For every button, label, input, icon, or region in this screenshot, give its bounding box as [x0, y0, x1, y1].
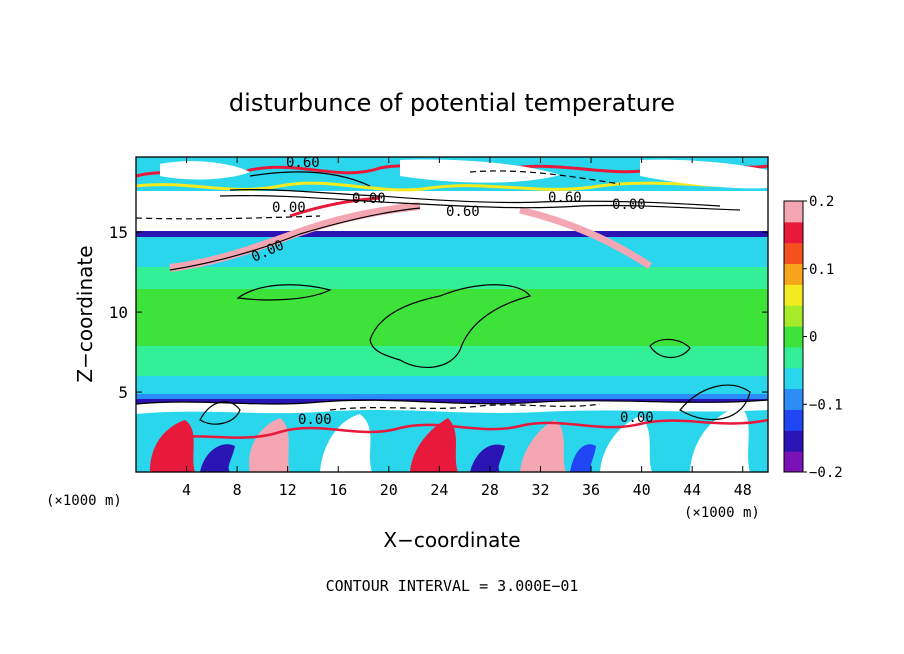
dark-blue-swirl-3	[570, 444, 596, 472]
contour-top-3	[249, 171, 371, 187]
x-tick-label: 4	[182, 481, 191, 499]
upper-white-blob-1	[160, 161, 250, 180]
lower-white-top-strip	[136, 400, 768, 414]
colorbar-swatch	[784, 284, 803, 306]
band-dark-blue-lower	[136, 399, 768, 404]
x-unit-left: (×1000 m)	[46, 493, 122, 509]
contour-label: 0.00	[620, 410, 654, 426]
band-white-layer	[136, 191, 768, 231]
band-blue-lower	[136, 394, 768, 399]
band-cyan-lower	[136, 376, 768, 394]
contour-top-1	[229, 189, 721, 207]
colorbar-swatch	[784, 346, 803, 369]
band-aqua-upper	[136, 267, 768, 289]
contour-lower-swirl-2	[679, 384, 751, 421]
x-tick-label: 44	[683, 481, 701, 499]
contour-center	[369, 284, 531, 368]
colorbar-swatch	[784, 305, 803, 327]
contour-lower-dashed	[329, 403, 601, 411]
x-axis: 4 8 12 16 20 24 28 32 36 40 44 48	[182, 157, 752, 499]
plume-3	[320, 414, 372, 472]
contour-lower-swirl-1	[199, 401, 241, 425]
contour-label: 0.60	[548, 190, 582, 206]
x-axis-title: X−coordinate	[383, 528, 520, 552]
contour-labels: 0.60 0.00 0.00 0.60 0.60 0.00 0.00 0.00 …	[249, 155, 654, 428]
dark-blue-swirl-2	[470, 444, 505, 472]
band-aqua-lower	[136, 346, 768, 376]
band-green-middle	[136, 289, 768, 346]
colorbar-swatch	[784, 263, 803, 285]
y-axis: 5 10 15	[109, 223, 768, 402]
band-dark-blue	[136, 231, 768, 237]
dark-blue-swirl-1	[200, 444, 235, 472]
colorbar-swatch	[784, 221, 803, 244]
upper-white-blob-3	[640, 159, 768, 189]
contour-label: 0.00	[298, 412, 332, 428]
colorbar-tick-label: 0.2	[809, 194, 834, 210]
colorbar-tick-label: 0.1	[809, 262, 834, 278]
colorbar-tick-label: 0	[809, 330, 817, 346]
colorbar-swatch	[784, 242, 803, 265]
colorbar-labels: 0.2 0.1 0 −0.1 −0.2	[803, 194, 843, 481]
contour-label: 0.60	[446, 204, 480, 220]
contour-mid-green	[236, 284, 332, 301]
colorbar-swatch	[784, 367, 803, 390]
x-tick-label: 12	[279, 481, 297, 499]
shear-filament-right	[519, 206, 652, 269]
x-tick-label: 28	[481, 481, 499, 499]
colorbar	[784, 201, 803, 473]
y-tick-label: 5	[118, 383, 128, 402]
y-tick-label: 15	[109, 223, 128, 242]
x-unit-right: (×1000 m)	[684, 505, 760, 521]
plume-6	[600, 416, 652, 472]
plot-frame	[135, 156, 769, 473]
colorbar-swatch	[784, 201, 803, 223]
plume-5	[520, 420, 566, 472]
contour-top-2	[219, 195, 741, 211]
red-swirl-edge	[159, 418, 768, 442]
contour-lines	[136, 170, 768, 425]
x-tick-label: 48	[734, 481, 752, 499]
contour-lower-1	[136, 399, 768, 405]
plot-area: 0.60 0.00 0.00 0.60 0.60 0.00 0.00 0.00 …	[136, 155, 768, 472]
colorbar-swatch	[784, 326, 803, 348]
contour-label: 0.60	[286, 155, 320, 171]
x-tick-label: 16	[329, 481, 347, 499]
y-axis-title: Z−coordinate	[73, 245, 97, 382]
colorbar-swatch	[784, 430, 803, 452]
colorbar-swatch	[784, 409, 803, 431]
colorbar-swatch	[784, 388, 803, 410]
contour-dashed-upper	[136, 215, 321, 220]
lower-features	[136, 400, 768, 472]
y-tick-label: 10	[109, 303, 128, 322]
x-tick-label: 40	[633, 481, 651, 499]
contour-interval-note: CONTOUR INTERVAL = 3.000E−01	[326, 577, 579, 595]
x-tick-label: 32	[531, 481, 549, 499]
contour-dashed-top	[469, 170, 621, 185]
contour-label: 0.00	[352, 191, 386, 207]
shear-filament-left	[169, 202, 421, 272]
x-tick-label: 20	[380, 481, 398, 499]
colorbar-tick-label: −0.1	[809, 397, 843, 413]
contour-label: 0.00	[612, 197, 646, 213]
x-tick-label: 8	[233, 481, 242, 499]
x-tick-label: 24	[430, 481, 448, 499]
contour-label: 0.00	[272, 200, 306, 216]
contour-shear	[169, 207, 421, 271]
chart-title: disturbunce of potential temperature	[229, 89, 675, 117]
plume-1	[150, 420, 195, 472]
colorbar-swatch	[784, 451, 803, 473]
plume-4	[410, 418, 458, 472]
shear-red-edge	[289, 196, 381, 218]
contour-right-blob	[649, 338, 691, 359]
x-tick-label: 36	[582, 481, 600, 499]
colorbar-tick-label: −0.2	[809, 465, 843, 481]
